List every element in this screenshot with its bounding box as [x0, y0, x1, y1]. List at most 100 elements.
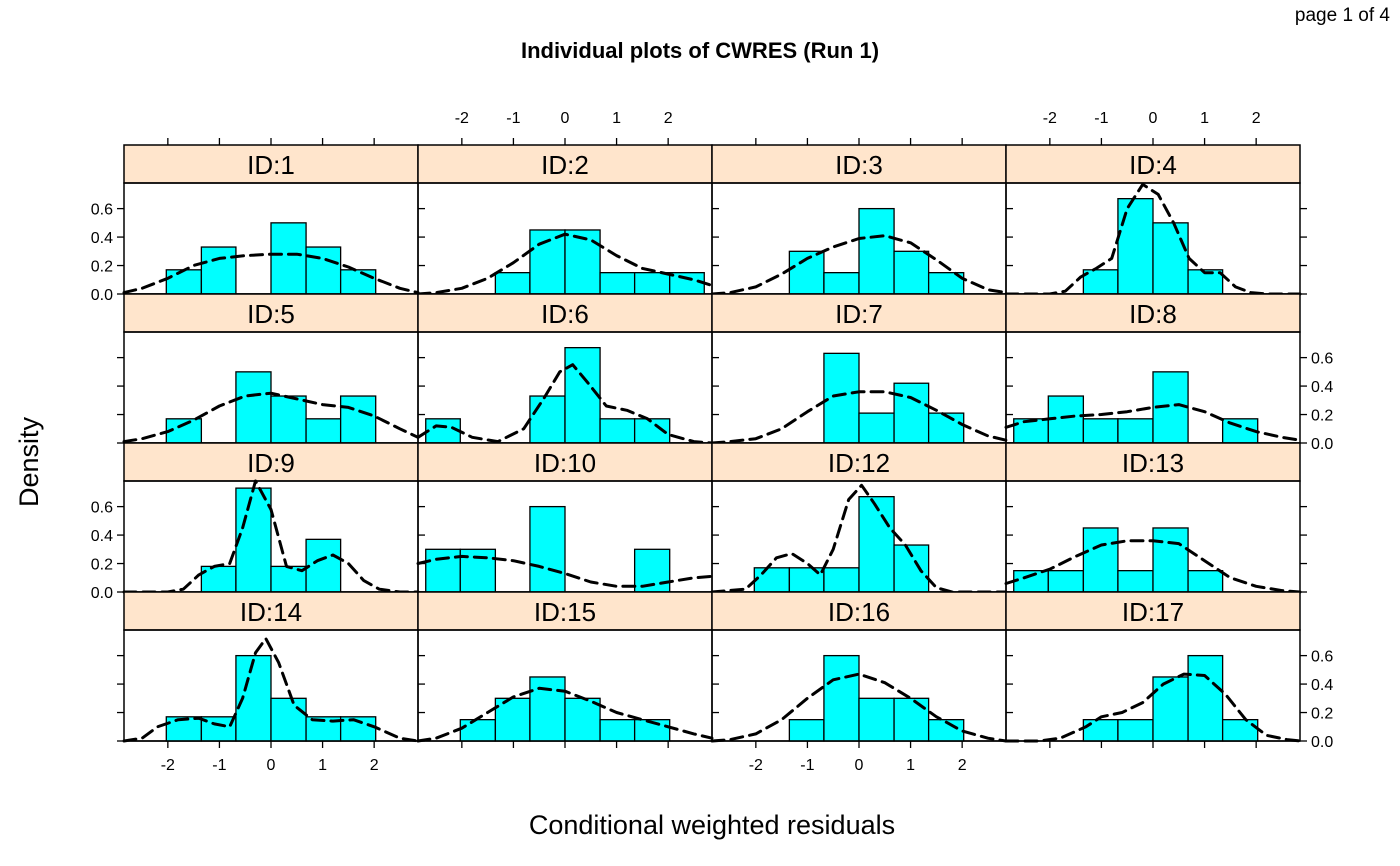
strip-id-17 [1005, 591, 1301, 631]
histogram-bar-id-7-2 [893, 382, 930, 444]
strip-label-id-17: ID:17 [1122, 597, 1184, 627]
histogram-bar-id-5-1 [235, 371, 272, 444]
y-tick-label-id-8-2: 0.4 [1311, 379, 1333, 396]
histogram-bar-id-1-2 [270, 222, 307, 295]
histogram-bar-id-6-3 [599, 418, 636, 444]
histogram-bar-id-9-0 [200, 565, 237, 593]
histogram-bar-id-17-2 [1152, 676, 1189, 742]
x-tick-label-top-id-4-2: 0 [1149, 110, 1158, 127]
y-tick-label-id-17-0: 0.0 [1311, 734, 1333, 751]
x-tick-label-bottom-id-16-1: -1 [800, 757, 814, 774]
strip-id-4 [1005, 144, 1301, 184]
histogram-bar-id-3-1 [823, 272, 860, 295]
x-tick-label-top-id-2-2: 0 [561, 110, 570, 127]
strip-label-id-15: ID:15 [534, 597, 596, 627]
histogram-bar-id-16-2 [858, 697, 895, 742]
x-tick-label-bottom-id-16-4: 2 [958, 757, 967, 774]
histogram-bar-id-13-5 [1187, 570, 1224, 593]
x-tick-label-bottom-id-16-3: 1 [906, 757, 915, 774]
histogram-bar-id-3-3 [893, 250, 930, 295]
histogram-bar-id-10-2 [529, 505, 566, 593]
density-curve-id-7 [710, 390, 1008, 445]
histogram-bar-id-5-3 [305, 418, 342, 444]
density-curve-id-9 [122, 479, 420, 594]
panels-group: ID:1 0.0 0.2 0.4 0.6 ID:2 -2 -1 0 1 2 ID:3 ID:4 -2 -1 0… [91, 110, 1334, 774]
strip-label-id-10: ID:10 [534, 448, 596, 478]
histogram-bar-id-12-0 [753, 567, 791, 593]
x-tick-label-top-id-2-3: 1 [612, 110, 621, 127]
x-tick-label-bottom-id-16-0: -2 [749, 757, 763, 774]
histogram-bar-id-13-1 [1047, 570, 1085, 593]
histogram-bar-id-15-1 [494, 697, 531, 742]
density-curve-id-2 [416, 232, 714, 296]
y-tick-label-id-1-2: 0.4 [91, 230, 113, 247]
density-curve-id-13 [1004, 539, 1302, 594]
x-tick-label-bottom-id-14-2: 0 [267, 757, 276, 774]
y-tick-label-id-8-1: 0.2 [1311, 408, 1333, 425]
histogram-bar-id-8-0 [1013, 418, 1049, 444]
strip-id-12 [711, 442, 1007, 482]
histogram-bar-id-12-3 [858, 496, 895, 593]
histogram-bar-id-9-1 [235, 487, 272, 593]
histogram-bar-id-13-3 [1117, 570, 1154, 593]
density-curve-id-1 [122, 252, 420, 295]
density-curve-id-5 [122, 391, 420, 444]
page-label: page 1 of 4 [1295, 5, 1391, 26]
x-tick-label-top-id-4-3: 1 [1200, 110, 1209, 127]
histogram-bar-id-6-1 [529, 395, 566, 444]
density-curve-id-16 [710, 672, 1008, 743]
histogram-bar-id-16-3 [893, 697, 930, 742]
y-tick-label-id-9-1: 0.2 [91, 557, 113, 574]
histogram-bar-id-1-1 [200, 246, 237, 295]
strip-label-id-4: ID:4 [1129, 150, 1177, 180]
strip-label-id-12: ID:12 [828, 448, 890, 478]
histogram-bar-id-17-1 [1117, 719, 1154, 742]
y-tick-label-id-1-1: 0.2 [91, 259, 113, 276]
histogram-bar-id-3-2 [858, 207, 895, 295]
histogram-bar-id-17-4 [1221, 719, 1259, 742]
strip-id-9 [123, 442, 419, 482]
density-curve-id-14 [122, 637, 420, 743]
density-curve-id-6 [416, 363, 714, 445]
strip-label-id-14: ID:14 [240, 597, 302, 627]
x-tick-label-bottom-id-14-3: 1 [318, 757, 327, 774]
strip-label-id-7: ID:7 [835, 299, 883, 329]
strip-label-id-5: ID:5 [247, 299, 295, 329]
x-tick-label-top-id-4-1: -1 [1094, 110, 1108, 127]
y-tick-label-id-1-0: 0.0 [91, 287, 113, 304]
x-tick-label-top-id-2-4: 2 [664, 110, 673, 127]
histogram-bar-id-6-4 [633, 418, 671, 444]
histogram-bar-id-4-1 [1117, 198, 1154, 295]
histogram-bar-id-8-3 [1117, 418, 1154, 444]
density-curve-id-17 [1004, 672, 1302, 743]
histogram-bar-id-17-0 [1082, 719, 1119, 742]
strip-label-id-6: ID:6 [541, 299, 589, 329]
strip-label-id-1: ID:1 [247, 150, 295, 180]
histogram-bar-id-16-1 [823, 654, 860, 742]
density-curve-id-8 [1004, 403, 1302, 442]
x-tick-label-bottom-id-16-2: 0 [855, 757, 864, 774]
histogram-bar-id-5-4 [339, 395, 377, 444]
histogram-bar-id-9-3 [305, 538, 342, 593]
strip-id-6 [417, 293, 713, 333]
y-tick-label-id-9-3: 0.6 [91, 500, 113, 517]
histogram-bar-id-4-2 [1152, 222, 1189, 295]
y-tick-label-id-9-2: 0.4 [91, 528, 113, 545]
histogram-bar-id-17-3 [1187, 654, 1224, 742]
density-curve-id-4 [1004, 182, 1302, 296]
strip-label-id-3: ID:3 [835, 150, 883, 180]
histogram-bar-id-12-2 [823, 567, 860, 593]
histogram-bar-id-7-3 [927, 412, 965, 444]
x-tick-label-bottom-id-14-1: -1 [212, 757, 226, 774]
strip-label-id-9: ID:9 [247, 448, 295, 478]
histogram-bar-id-13-4 [1152, 527, 1189, 593]
x-tick-label-bottom-id-14-4: 2 [370, 757, 379, 774]
histogram-bar-id-14-3 [270, 697, 307, 742]
histogram-bar-id-6-0 [425, 418, 461, 444]
histogram-bar-id-12-1 [788, 567, 825, 593]
x-axis-title: Conditional weighted residuals [529, 810, 895, 840]
histogram-bar-id-5-2 [270, 395, 307, 444]
histogram-bar-id-16-0 [788, 719, 825, 742]
histogram-bar-id-15-3 [564, 697, 601, 742]
